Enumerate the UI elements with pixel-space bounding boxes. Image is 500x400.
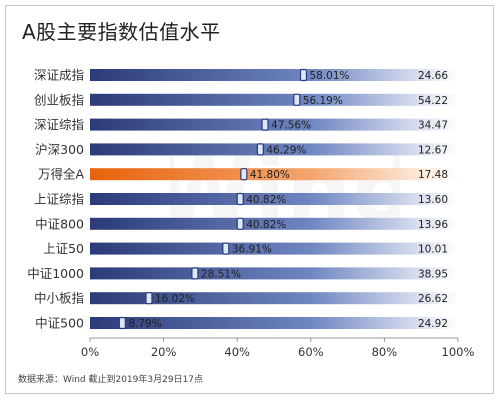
bar-6 [90,193,458,205]
value-label: 38.95 [418,268,448,280]
percentile-label: 28.51% [201,268,241,280]
x-tick-label: 20% [151,345,177,359]
bar-4 [90,143,458,156]
percentile-marker [299,68,308,82]
percentile-marker [293,93,301,106]
x-tick-label: 0% [81,345,99,359]
percentile-label: 16.02% [155,293,195,305]
value-label: 10.01 [418,244,448,256]
percentile-marker [145,292,153,305]
bar-3 [90,118,458,131]
percentile-label: 40.82% [246,194,286,206]
percentile-label: 46.29% [266,144,306,156]
percentile-label: 56.19% [303,95,343,107]
value-label: 34.47 [418,120,448,132]
category-label: 上证50 [43,241,84,256]
category-label: 中证500 [35,316,84,331]
percentile-label: 8.79% [128,318,161,330]
bar-1 [90,69,458,81]
bar-9 [90,267,458,280]
bar-5 [90,168,458,181]
percentile-label: 58.01% [309,70,349,82]
percentile-marker [240,168,248,181]
percentile-marker [236,192,244,206]
x-tick-label: 60% [298,345,324,359]
percentile-marker [118,316,126,330]
category-label: 创业板指 [34,92,84,107]
category-label: 上证综指 [34,192,84,207]
chart-title: A股主要指数估值水平 [22,20,221,44]
x-tick-label: 40% [224,345,250,359]
percentile-label: 40.82% [246,219,286,231]
category-label: 中小板指 [34,291,84,306]
bar-7 [90,217,458,230]
category-label: 中证800 [35,216,84,231]
value-label: 26.62 [418,293,448,305]
percentile-marker [191,267,199,280]
percentile-label: 41.80% [250,169,290,181]
bar-10 [90,292,458,305]
value-label: 12.67 [418,144,448,156]
percentile-marker [256,143,264,156]
bar-2 [90,93,458,106]
category-label: 深证综指 [34,117,84,132]
percentile-label: 36.91% [232,244,272,256]
value-label: 24.92 [418,318,448,330]
value-label: 13.96 [418,219,448,231]
x-tick-label: 100% [442,345,475,359]
percentile-marker [261,118,269,131]
bar-8 [90,242,458,255]
value-label: 17.48 [418,169,448,181]
value-label: 54.22 [418,95,448,107]
value-label: 13.60 [418,194,448,206]
category-label: 中证1000 [27,266,84,281]
data-source-note: 数据来源：Wind 截止到2019年3月29日17点 [18,375,204,385]
percentile-label: 47.56% [271,120,311,132]
percentile-marker [222,242,230,255]
category-label: 万得全A [38,167,85,182]
percentile-marker [236,217,244,230]
category-label: 沪深300 [35,142,84,157]
value-label: 24.66 [418,70,448,82]
category-label: 深证成指 [34,68,84,83]
x-tick-label: 80% [372,345,398,359]
bar-11 [90,317,458,329]
